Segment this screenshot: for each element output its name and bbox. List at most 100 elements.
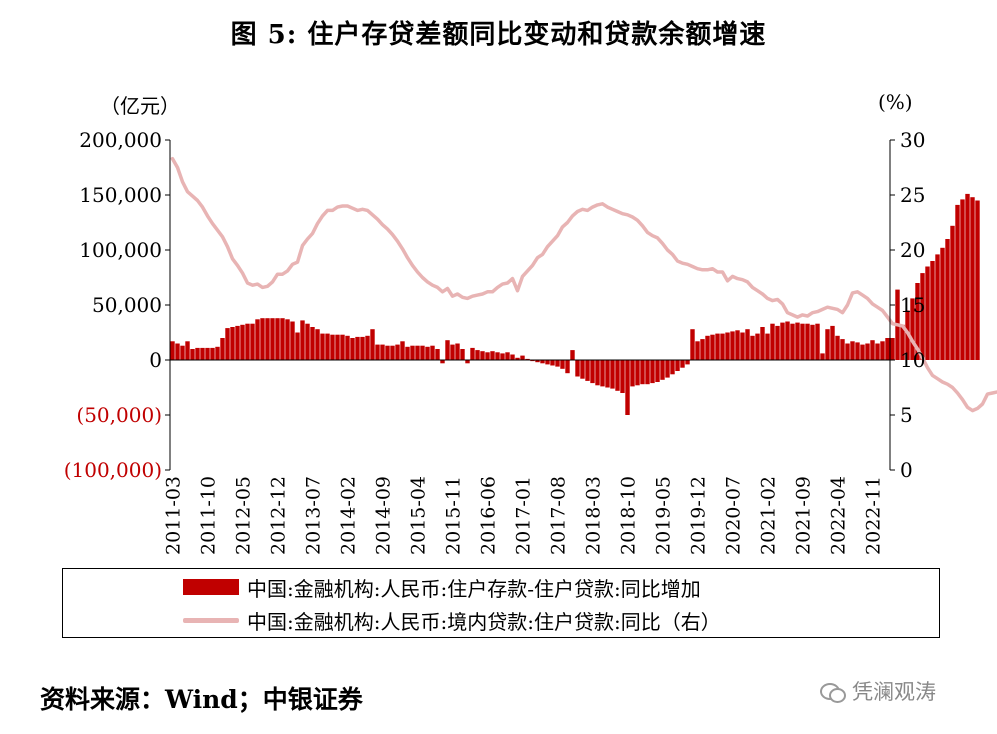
bar-mark (355, 336, 360, 360)
bar-mark (960, 199, 965, 360)
bar-mark (945, 239, 950, 360)
bar-mark (230, 327, 235, 360)
right-tick-label: 10 (900, 348, 925, 372)
line-mark (170, 156, 997, 413)
bar-mark (435, 349, 440, 360)
x-tick-label: 2018-10 (618, 476, 640, 555)
bar-mark (800, 323, 805, 360)
bar-mark (220, 338, 225, 360)
x-tick-label: 2017-08 (548, 476, 570, 555)
x-tick-label: 2012-12 (268, 476, 290, 555)
bar-series (170, 193, 980, 415)
bar-mark (870, 340, 875, 360)
bar-mark (300, 320, 305, 360)
x-tick-label: 2020-07 (723, 476, 745, 555)
bar-mark (430, 345, 435, 360)
bar-mark (675, 360, 680, 371)
bar-mark (240, 324, 245, 360)
source-note: 资料来源：Wind；中银证券 (40, 685, 363, 714)
bar-mark (670, 360, 675, 375)
bar-mark (290, 321, 295, 360)
bar-mark (875, 343, 880, 360)
bar-mark (550, 360, 555, 366)
bar-mark (380, 344, 385, 360)
bar-mark (565, 360, 570, 374)
bar-mark (460, 349, 465, 360)
watermark: 凭澜观涛 (820, 676, 936, 706)
bar-mark (345, 335, 350, 360)
bar-mark (180, 345, 185, 360)
bar-mark (780, 322, 785, 360)
bar-mark (845, 343, 850, 360)
bar-mark (570, 350, 575, 360)
bar-mark (715, 333, 720, 360)
bar-mark (625, 360, 630, 415)
bar-mark (925, 266, 930, 360)
bar-mark (790, 323, 795, 360)
bar-mark (490, 351, 495, 360)
bar-mark (700, 339, 705, 360)
right-tick-label: 5 (900, 403, 913, 427)
bar-mark (815, 323, 820, 360)
x-tick-label: 2012-05 (233, 476, 255, 555)
bar-mark (280, 318, 285, 360)
bar-mark (975, 200, 980, 360)
bar-mark (965, 193, 970, 360)
bar-mark (665, 360, 670, 378)
bar-mark (445, 340, 450, 360)
bar-mark (950, 225, 955, 360)
bar-mark (545, 360, 550, 365)
bar-mark (480, 351, 485, 360)
bar-mark (580, 360, 585, 379)
bar-mark (915, 283, 920, 360)
left-tick-label: (100,000) (64, 458, 162, 482)
bar-mark (775, 325, 780, 360)
bar-mark (855, 342, 860, 360)
bar-mark (195, 347, 200, 360)
bar-mark (655, 360, 660, 382)
legend-label-bar: 中国:金融机构:人民币:住户存款-住户贷款:同比增加 (247, 576, 701, 601)
axes (165, 139, 895, 471)
bar-mark (205, 347, 210, 360)
x-tick-label: 2022-04 (828, 476, 850, 555)
bar-mark (415, 345, 420, 360)
bar-mark (170, 341, 175, 360)
bar-mark (865, 343, 870, 360)
wechat-icon (820, 681, 846, 703)
bar-mark (755, 333, 760, 360)
bar-mark (270, 318, 275, 360)
line-series (170, 156, 997, 413)
bar-mark (935, 254, 940, 360)
bar-mark (940, 247, 945, 360)
bar-mark (810, 324, 815, 360)
right-tick-label: 15 (900, 293, 925, 317)
legend-swatch-bar (183, 579, 239, 595)
bar-mark (900, 324, 905, 360)
legend-item-bar: 中国:金融机构:人民币:住户存款-住户贷款:同比增加 (183, 572, 701, 602)
bar-mark (955, 204, 960, 360)
bar-mark (635, 360, 640, 386)
bar-mark (880, 341, 885, 360)
bar-mark (515, 357, 520, 360)
bar-mark (725, 332, 730, 360)
bar-mark (385, 345, 390, 360)
bar-mark (930, 261, 935, 360)
bar-mark (175, 343, 180, 360)
bar-mark (555, 360, 560, 367)
bar-mark (910, 298, 915, 360)
left-tick-label: 150,000 (79, 183, 162, 207)
x-tick-label: 2019-05 (653, 476, 675, 555)
bar-mark (840, 339, 845, 360)
x-tick-label: 2016-06 (478, 476, 500, 555)
left-tick-label: 100,000 (79, 238, 162, 262)
bar-mark (215, 346, 220, 360)
bar-mark (850, 341, 855, 360)
bar-mark (260, 318, 265, 360)
bar-mark (375, 344, 380, 360)
bar-mark (730, 331, 735, 360)
bar-mark (485, 352, 490, 360)
bar-mark (660, 360, 665, 380)
right-tick-label: 25 (900, 183, 925, 207)
bar-mark (360, 336, 365, 360)
bar-mark (200, 347, 205, 360)
